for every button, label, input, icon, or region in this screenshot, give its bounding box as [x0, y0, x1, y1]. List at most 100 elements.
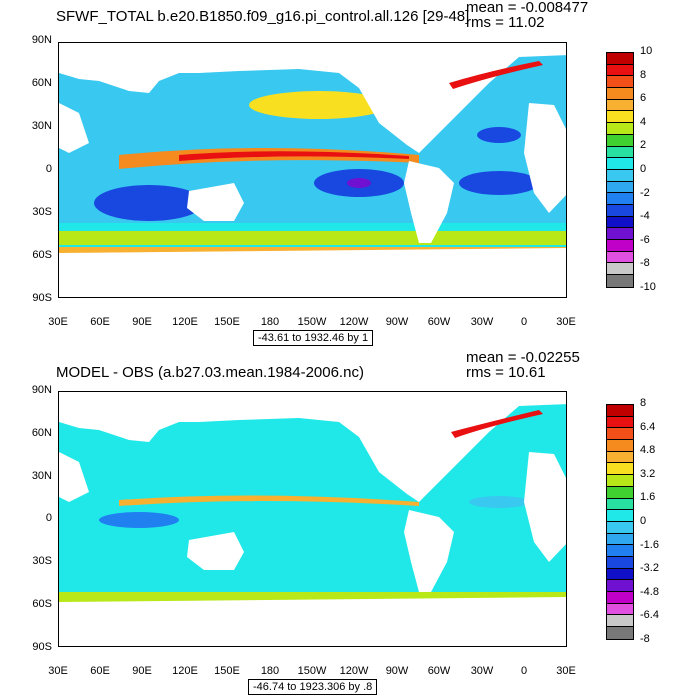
colorbar-label: 1.6 [640, 491, 656, 503]
colorbar-label: 10 [640, 45, 653, 57]
colorbar-label: -3.2 [640, 562, 659, 574]
y-tick-label: 60N [31, 77, 52, 89]
colorbar-swatch [607, 556, 633, 569]
x-tick-label: 150W [297, 316, 327, 328]
colorbar-label: 8 [640, 397, 647, 409]
x-tick-label: 90W [385, 316, 409, 328]
southern-green-band [59, 592, 566, 602]
north-landmasses [59, 392, 566, 502]
y-tick-label: 30N [31, 470, 52, 482]
colorbar-label: 8 [640, 69, 647, 81]
x-tick-label: 90E [132, 665, 152, 677]
rms-label: rms = 11.02 [466, 14, 545, 31]
x-tick-label: 30W [470, 316, 494, 328]
colorbar-label: -2 [640, 187, 650, 199]
colorbar-swatch [607, 158, 633, 170]
south-atlantic-minimum [459, 171, 539, 195]
y-tick-label: 90N [31, 34, 52, 46]
y-tick-label: 60S [32, 249, 52, 261]
southern-green-band [59, 231, 566, 245]
north-atlantic-max [449, 61, 543, 89]
colorbar-swatch [607, 111, 633, 124]
colorbar-swatch [607, 580, 633, 592]
colorbar-swatch [607, 498, 633, 511]
colorbar-swatch [607, 463, 633, 476]
y-tick-label: 60N [31, 427, 52, 439]
colorbar-swatch [607, 169, 633, 182]
colorbar-swatch [607, 451, 633, 464]
x-tick-label: 180 [260, 665, 280, 677]
colorbar-label: -1.6 [640, 539, 659, 551]
colorbar-swatch [607, 416, 633, 429]
y-tick-label: 90S [32, 641, 52, 653]
rms-label: rms = 10.61 [466, 364, 546, 381]
africa [524, 452, 566, 562]
x-tick-label: 150E [214, 316, 240, 328]
indian-ocean-minimum [94, 185, 204, 221]
x-tick-label: 30E [556, 316, 576, 328]
colorbar-swatch [607, 568, 633, 581]
colorbar-swatch [607, 627, 633, 639]
colorbar-swatch [607, 134, 633, 147]
colorbar-swatch [607, 405, 633, 417]
bottom-map-panel: MODEL - OBS (a.b27.03.mean.1984-2006.nc)… [0, 348, 700, 698]
colorbar-swatch [607, 64, 633, 77]
colorbar-swatch [607, 263, 633, 276]
colorbar-swatch [607, 510, 633, 522]
x-tick-label: 180 [260, 316, 280, 328]
x-tick-label: 120W [339, 316, 369, 328]
mean-label: mean = -0.02255 [466, 349, 580, 366]
top-map-panel: SFWF_TOTAL b.e20.B1850.f09_g16.pi_contro… [31, 0, 656, 346]
colorbar-swatch [607, 123, 633, 135]
south-america [404, 161, 454, 243]
colorbar-label: 4.8 [640, 444, 656, 456]
australia [187, 183, 244, 221]
colorbar-label: -4.8 [640, 586, 659, 598]
colorbar-swatch [607, 251, 633, 264]
colorbar-label: 3.2 [640, 468, 656, 480]
x-tick-label: 120W [339, 665, 369, 677]
x-tick-label: 30E [556, 665, 576, 677]
x-tick-label: 120E [172, 316, 198, 328]
colorbar-label: 4 [640, 116, 647, 128]
colorbar-swatch [607, 76, 633, 89]
x-tick-label: 30E [48, 316, 68, 328]
y-tick-label: 0 [45, 163, 52, 175]
x-tick-label: 90W [385, 665, 409, 677]
colorbar-label: 0 [640, 163, 647, 175]
itcz-core [179, 151, 409, 161]
x-tick-label: 60E [90, 665, 110, 677]
colorbar-swatch [607, 240, 633, 252]
x-tick-label: 60W [427, 665, 451, 677]
x-tick-label: 90E [132, 316, 152, 328]
map-plot-area [58, 391, 567, 647]
north-pacific-max [249, 91, 389, 119]
north-landmasses [59, 43, 566, 153]
x-tick-label: 150E [214, 665, 240, 677]
map-title: SFWF_TOTAL b.e20.B1850.f09_g16.pi_contro… [56, 8, 470, 25]
atlantic-minimum [469, 496, 529, 508]
east-africa-arabia [59, 103, 89, 153]
indian-ocean-minimum [99, 512, 179, 528]
y-tick-label: 90N [31, 384, 52, 396]
colorbar-swatch [607, 53, 633, 65]
y-tick-label: 90S [32, 292, 52, 304]
y-tick-label: 0 [45, 512, 52, 524]
y-tick-label: 60S [32, 598, 52, 610]
south-pacific-core [347, 178, 371, 188]
australia [187, 532, 244, 570]
colorbar-swatch [607, 228, 633, 240]
x-tick-label: 60E [90, 316, 110, 328]
x-tick-label: 0 [520, 665, 528, 677]
colorbar-label: 2 [640, 139, 647, 151]
mean-label: mean = -0.008477 [466, 0, 589, 16]
y-tick-label: 30N [31, 120, 52, 132]
y-tick-label: 30S [32, 555, 52, 567]
colorbar-swatch [607, 486, 633, 499]
colorbar-swatch [607, 533, 633, 546]
colorbar-swatch [607, 216, 633, 229]
colorbar-label: -4 [640, 210, 650, 222]
colorbar-swatch [607, 204, 633, 217]
x-tick-label: 150W [297, 665, 327, 677]
x-tick-label: 0 [520, 316, 528, 328]
